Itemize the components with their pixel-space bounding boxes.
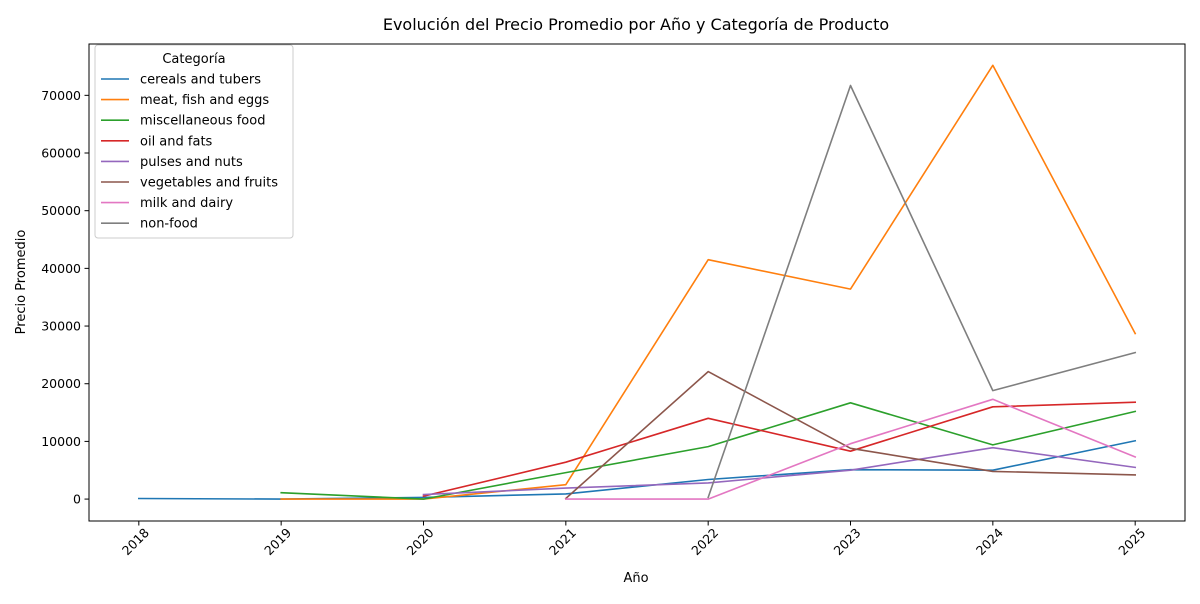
legend-entry-label: non-food (140, 217, 198, 232)
x-axis-label: Año (623, 571, 648, 586)
legend-title: Categoría (162, 52, 225, 67)
x-tick-label: 2019 (261, 525, 294, 558)
x-axis: 2018 2019 2020 2021 2022 2023 2024 2025 (119, 521, 1148, 558)
legend-entry-label: vegetables and fruits (140, 176, 278, 191)
legend-entry-label: milk and dairy (140, 196, 233, 211)
y-tick-label: 10000 (41, 434, 81, 449)
y-tick-label: 20000 (41, 376, 81, 391)
legend-entry-label: oil and fats (140, 134, 213, 149)
x-tick-label: 2018 (119, 525, 152, 558)
legend-entry-label: meat, fish and eggs (140, 93, 269, 108)
legend-entry-label: pulses and nuts (140, 155, 243, 170)
x-tick-label: 2021 (546, 525, 579, 558)
x-tick-label: 2025 (1115, 525, 1148, 558)
x-tick-label: 2020 (404, 525, 437, 558)
legend-entries: cereals and tubers meat, fish and eggs mis… (101, 73, 278, 232)
x-tick-label: 2023 (831, 525, 864, 558)
y-tick-label: 50000 (41, 203, 81, 218)
legend-box (94, 44, 294, 239)
series-line-5 (564, 370, 1137, 500)
y-tick-label: 60000 (41, 146, 81, 161)
series-line-2 (280, 401, 1137, 500)
y-tick-label: 70000 (41, 88, 81, 103)
legend-entry-label: miscellaneous food (140, 114, 265, 129)
y-tick-label: 30000 (41, 319, 81, 334)
x-tick-label: 2024 (973, 525, 1006, 558)
y-axis: 0 10000 20000 30000 40000 50000 60000 70000 (41, 88, 89, 507)
x-tick-label: 2022 (688, 525, 721, 558)
series-line-6 (564, 398, 1137, 500)
y-tick-label: 0 (73, 492, 81, 507)
y-axis-label: Precio Promedio (14, 230, 29, 335)
series-layer (137, 64, 1137, 500)
y-tick-label: 40000 (41, 261, 81, 276)
series-line-1 (280, 64, 1137, 500)
legend: Categoría cereals and tubers meat, fish a… (94, 44, 294, 239)
legend-entry-label: cereals and tubers (140, 73, 261, 88)
plot-frame (88, 43, 1186, 522)
series-line-4 (422, 446, 1137, 496)
chart-title: Evolución del Precio Promedio por Año y … (383, 15, 889, 34)
series-line-7 (707, 84, 1137, 499)
series-line-3 (422, 401, 1137, 498)
